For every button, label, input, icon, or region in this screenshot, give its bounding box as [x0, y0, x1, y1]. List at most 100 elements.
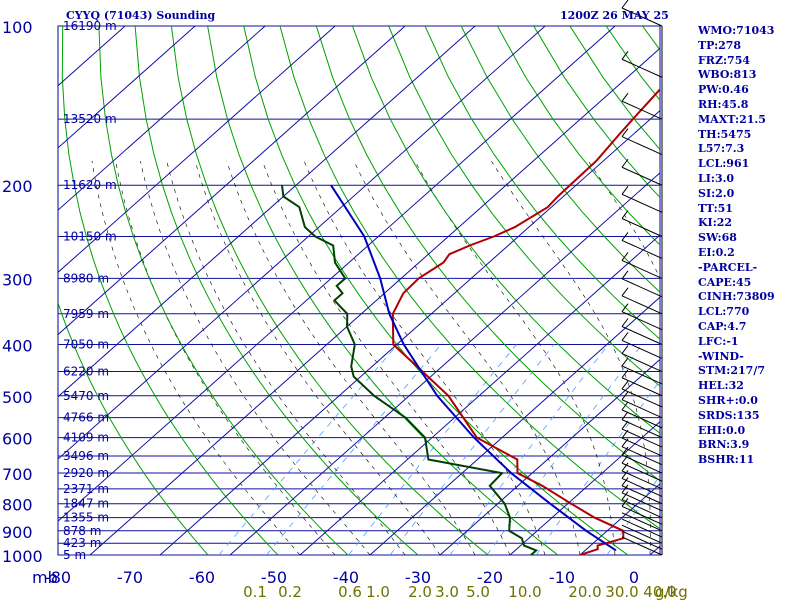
- mixing-ratio-label: 1.0: [366, 583, 390, 600]
- dry-adiabat: [61, 26, 279, 555]
- index-item: BRN:3.9: [698, 438, 750, 452]
- dry-adiabat: [460, 26, 660, 293]
- wind-barb: [621, 485, 663, 505]
- temp-label: -70: [117, 568, 143, 587]
- wind-barb-flag: [621, 210, 629, 219]
- height-label: 13520 m: [63, 112, 117, 126]
- index-item: EHI:0.0: [698, 423, 746, 437]
- wind-barb: [621, 100, 663, 120]
- wind-barb: [621, 278, 663, 298]
- mixing-ratio-line: [535, 379, 660, 555]
- index-item: WMO:71043: [698, 24, 775, 37]
- moist-adiabat: [140, 160, 371, 555]
- wind-barb-flag: [621, 491, 629, 500]
- index-item: SHR+:0.0: [698, 393, 758, 407]
- wind-barb: [621, 477, 663, 497]
- pressure-grid: [57, 25, 661, 556]
- dry-adiabat: [315, 26, 660, 482]
- index-item: WBO:813: [698, 68, 757, 82]
- mixing-ratio-label: 10.0: [508, 583, 541, 600]
- height-label: 4766 m: [63, 411, 109, 425]
- moist-adiabats: [91, 160, 660, 555]
- wind-barb: [621, 166, 663, 186]
- series-temperature: [391, 87, 660, 555]
- wind-barb: [621, 499, 663, 519]
- mixing-ratio-label: 0.6: [338, 583, 362, 600]
- wind-barb-flag: [621, 232, 629, 241]
- wind-barb: [621, 7, 663, 27]
- wind-barb: [621, 193, 663, 213]
- wind-barb: [621, 524, 663, 544]
- wind-barb: [621, 512, 663, 532]
- mixing-ratio-label: 40.0: [643, 583, 676, 600]
- temp-label: -60: [189, 568, 215, 587]
- index-item: CAP:4.7: [698, 319, 747, 333]
- wind-barb-flag: [621, 345, 629, 354]
- wind-barb-flag: [621, 92, 629, 102]
- mixing-ratio-label: 20.0: [568, 583, 601, 600]
- temp-label: -40: [333, 568, 359, 587]
- height-label: 11620 m: [63, 178, 117, 192]
- wind-barb-flag: [621, 0, 629, 9]
- index-item: EI:0.2: [698, 245, 735, 259]
- index-item: TP:278: [698, 38, 742, 52]
- isotherm: [159, 109, 660, 555]
- mixing-ratio-line: [486, 344, 643, 555]
- moist-adiabat: [226, 160, 476, 555]
- index-item: LCL:770: [698, 305, 750, 319]
- height-label: 8980 m: [63, 271, 109, 285]
- wind-barb-flag: [621, 50, 629, 60]
- wind-barb-flag: [621, 158, 629, 168]
- sounding-profiles: [281, 87, 660, 555]
- wind-barb: [621, 492, 663, 512]
- index-item: HEL:32: [698, 379, 744, 393]
- chart-time: 1200Z 26 MAY 25: [560, 9, 669, 22]
- wind-barb-flag: [621, 477, 629, 487]
- pressure-label-100: 100: [2, 18, 33, 37]
- index-item: SW:68: [698, 231, 737, 245]
- chart-title: CYYQ (71043) Sounding: [66, 9, 216, 22]
- dry-adiabat: [787, 26, 800, 566]
- mixing-ratio-label: 5.0: [466, 583, 490, 600]
- wind-barb-flag: [621, 391, 629, 400]
- pressure-label-900: 900: [2, 523, 33, 542]
- moist-adiabat: [91, 160, 301, 555]
- height-label: 2371 m: [63, 482, 109, 496]
- wind-barb-flag: [621, 484, 629, 494]
- wind-barb-flag: [621, 454, 629, 464]
- index-item: CINH:73809: [698, 290, 775, 304]
- isotherm: [509, 420, 660, 555]
- wind-barb: [621, 388, 663, 408]
- index-item: TH:5475: [698, 127, 752, 141]
- index-item: LCL:961: [698, 157, 750, 171]
- wind-barb: [621, 239, 663, 259]
- wind-barb: [621, 419, 663, 439]
- pressure-label-600: 600: [2, 430, 33, 449]
- dry-adiabat: [98, 26, 349, 555]
- index-item: FRZ:754: [698, 53, 751, 67]
- wind-barb-flag: [621, 357, 629, 367]
- temp-label: 0: [629, 568, 639, 587]
- wind-barb-flag: [621, 380, 629, 390]
- moist-adiabat: [115, 160, 336, 555]
- wind-barb: [621, 399, 663, 419]
- wind-barb: [621, 409, 663, 429]
- dry-adiabat: [134, 26, 419, 555]
- wind-barb: [621, 428, 663, 448]
- pressure-label-300: 300: [2, 270, 33, 289]
- moist-adiabat: [588, 160, 660, 279]
- wind-barb: [621, 218, 663, 237]
- moist-adiabat: [166, 160, 406, 555]
- wind-barb: [621, 454, 663, 474]
- height-label: 2920 m: [63, 466, 109, 480]
- index-item: L57:7.3: [698, 142, 745, 156]
- isotherm: [58, 26, 196, 149]
- axis-labels: 100 200 300 400 500 600 700 800 900 1000 16190 m 13…: [2, 18, 688, 600]
- index-item: -WIND-: [698, 349, 744, 363]
- height-label: 878 m: [63, 524, 101, 538]
- wind-barb: [621, 505, 663, 525]
- index-item: -PARCEL-: [698, 260, 758, 274]
- dry-adiabat: [243, 26, 629, 555]
- wind-barb: [621, 295, 663, 315]
- wind-barb: [621, 58, 663, 78]
